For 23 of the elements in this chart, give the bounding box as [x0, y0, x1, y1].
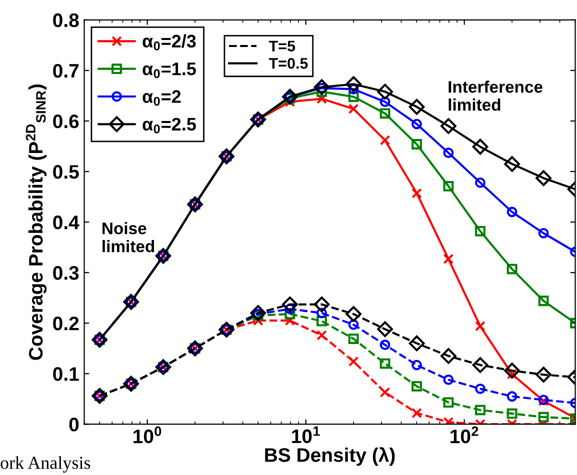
- y-tick-label: 0.2: [53, 316, 79, 330]
- y-tick-label: 0.1: [53, 367, 79, 381]
- annotation: Interference limited: [448, 80, 542, 111]
- y-tick-label: 0.5: [53, 165, 79, 179]
- legend-label: α$_{0}$=2/3: [142, 34, 196, 50]
- annotation: T=0.5: [268, 58, 308, 69]
- legend-label: α$_{0}$=1.5: [142, 62, 196, 78]
- y-tick-label: 0.7: [53, 64, 79, 78]
- text: ork Analysis: [0, 456, 90, 473]
- y-tick-label: 0.8: [53, 13, 79, 28]
- x-tick-label: 10$^{0}$: [134, 426, 162, 444]
- y-tick-label: 0.6: [53, 114, 79, 128]
- x-tick-label: 10$^{1}$: [292, 426, 320, 444]
- y-tick-label: 0.4: [53, 216, 80, 230]
- x-tick-label: 10$^{2}$: [450, 426, 478, 444]
- y-axis-title: Coverage Probability (P$^{2D}$$_{SINR}$): [26, 84, 47, 360]
- annotation: T=5: [268, 40, 296, 52]
- legend-label: α$_{0}$=2: [142, 90, 181, 106]
- y-tick-label: 0.3: [53, 266, 79, 280]
- annotation: Noise limited: [102, 222, 154, 252]
- x-axis-title: BS Density (λ): [265, 447, 395, 466]
- legend-label: α$_{0}$=2.5: [142, 118, 196, 134]
- y-tick-label: 0: [69, 418, 79, 432]
